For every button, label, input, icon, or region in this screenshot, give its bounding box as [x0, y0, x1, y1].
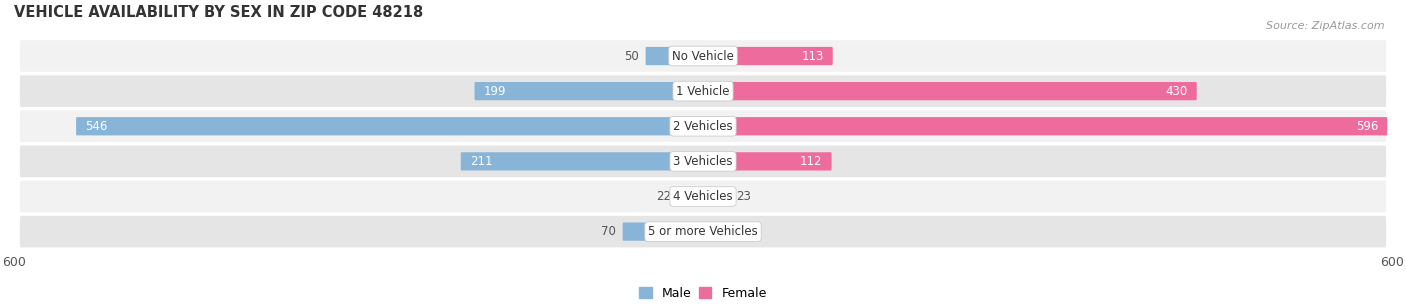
FancyBboxPatch shape — [20, 146, 1386, 177]
Text: 23: 23 — [737, 190, 751, 203]
Text: 22: 22 — [655, 190, 671, 203]
Text: 211: 211 — [470, 155, 492, 168]
FancyBboxPatch shape — [20, 75, 1386, 107]
FancyBboxPatch shape — [20, 181, 1386, 212]
Text: 0: 0 — [710, 225, 717, 238]
Text: 430: 430 — [1166, 85, 1188, 98]
Text: No Vehicle: No Vehicle — [672, 50, 734, 62]
FancyBboxPatch shape — [20, 40, 1386, 72]
Text: 546: 546 — [86, 120, 108, 133]
FancyBboxPatch shape — [20, 110, 1386, 142]
Legend: Male, Female: Male, Female — [634, 282, 772, 305]
FancyBboxPatch shape — [703, 47, 832, 65]
FancyBboxPatch shape — [20, 216, 1386, 248]
Text: 2 Vehicles: 2 Vehicles — [673, 120, 733, 133]
FancyBboxPatch shape — [703, 152, 831, 170]
FancyBboxPatch shape — [76, 117, 703, 135]
FancyBboxPatch shape — [703, 117, 1388, 135]
Text: 50: 50 — [624, 50, 638, 62]
Text: 199: 199 — [484, 85, 506, 98]
Text: 112: 112 — [800, 155, 823, 168]
FancyBboxPatch shape — [703, 187, 730, 206]
FancyBboxPatch shape — [678, 187, 703, 206]
FancyBboxPatch shape — [645, 47, 703, 65]
FancyBboxPatch shape — [474, 82, 703, 100]
FancyBboxPatch shape — [461, 152, 703, 170]
Text: 70: 70 — [600, 225, 616, 238]
FancyBboxPatch shape — [703, 82, 1197, 100]
Text: 5 or more Vehicles: 5 or more Vehicles — [648, 225, 758, 238]
Text: 1 Vehicle: 1 Vehicle — [676, 85, 730, 98]
Text: 4 Vehicles: 4 Vehicles — [673, 190, 733, 203]
Text: 3 Vehicles: 3 Vehicles — [673, 155, 733, 168]
FancyBboxPatch shape — [623, 222, 703, 241]
Text: Source: ZipAtlas.com: Source: ZipAtlas.com — [1267, 21, 1385, 32]
Text: 113: 113 — [801, 50, 824, 62]
Text: 596: 596 — [1355, 120, 1378, 133]
Text: VEHICLE AVAILABILITY BY SEX IN ZIP CODE 48218: VEHICLE AVAILABILITY BY SEX IN ZIP CODE … — [14, 5, 423, 20]
